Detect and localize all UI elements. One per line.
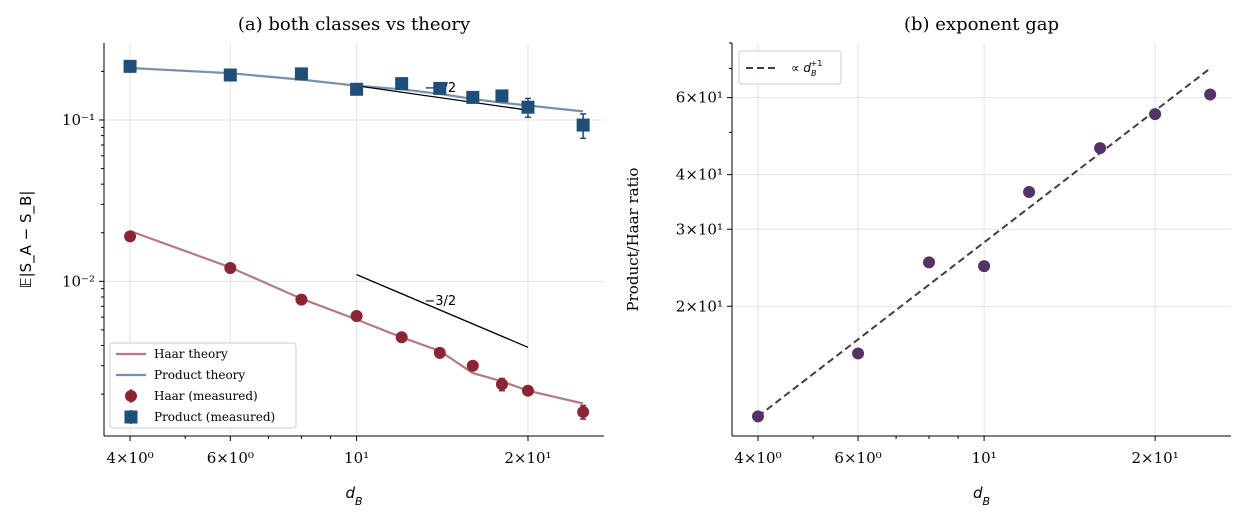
reference-slope-line [356, 274, 529, 348]
x-tick-label: 4×10⁰ [106, 449, 153, 467]
x-tick-label: 10¹ [344, 449, 369, 467]
legend-label: Product theory [154, 368, 245, 382]
x-tick-label: 2×10¹ [1132, 449, 1179, 467]
y-tick-label: 6×10¹ [676, 89, 723, 107]
fit-line-proportional [757, 67, 1211, 418]
data-point [495, 89, 509, 103]
data-point [495, 378, 508, 391]
reference-slope-line [356, 85, 529, 111]
x-axis-label: dB [973, 484, 990, 508]
data-point [576, 118, 590, 132]
data-point [1204, 88, 1217, 101]
series-line-product-theory [129, 66, 584, 113]
x-axis-label: dB [345, 484, 362, 508]
chart-title: (b) exponent gap [904, 14, 1059, 35]
x-tick-label: 6×10⁰ [207, 449, 254, 467]
y-tick-label: 3×10¹ [676, 220, 723, 238]
legend-label: Haar (measured) [154, 389, 258, 403]
legend-label: ∝ dB+1 [791, 59, 822, 78]
panel-a: 4×10⁰ 6×10⁰ 10¹ 2×10¹ 10⁻² 10⁻¹ (a) both class… [17, 14, 604, 508]
data-point [294, 67, 308, 81]
data-point [350, 309, 363, 322]
y-tick-label: 10⁻² [62, 272, 95, 290]
data-point [751, 410, 764, 423]
x-tick-label: 6×10⁰ [834, 449, 881, 467]
data-point [521, 384, 534, 397]
data-point [350, 82, 364, 96]
data-point [521, 100, 535, 114]
legend-label: Haar theory [154, 347, 228, 361]
data-point [295, 293, 308, 306]
data-point [978, 260, 991, 273]
data-point [395, 77, 409, 91]
y-tick-label: 2×10¹ [676, 297, 723, 315]
legend: ∝ dB+1 [738, 50, 842, 85]
data-point [224, 261, 237, 274]
reference-slope-label: −3/2 [424, 294, 456, 309]
data-point [223, 68, 237, 82]
series-line-haar-theory [129, 229, 584, 405]
data-point [923, 256, 936, 269]
panel-b: 4×10⁰ 6×10⁰ 10¹ 2×10¹ 2×10¹ 3×10¹ 4×10¹ 6×10¹ (b… [624, 14, 1231, 508]
data-point [123, 59, 137, 73]
data-point [1023, 186, 1036, 199]
data-point [1094, 142, 1107, 155]
y-axis-label: 𝔼|S_A − S_B| [17, 191, 36, 289]
legend-marker-swatch [125, 390, 137, 402]
x-tick-label: 2×10¹ [504, 449, 551, 467]
data-point [124, 230, 137, 243]
legend-label: Product (measured) [154, 410, 275, 424]
y-tick-label: 4×10¹ [676, 166, 723, 184]
data-point [1149, 108, 1162, 121]
chart-title: (a) both classes vs theory [238, 14, 471, 35]
data-point [852, 347, 865, 360]
legend-marker-swatch [124, 410, 138, 424]
y-tick-label: 10⁻¹ [62, 111, 95, 129]
data-point [466, 359, 479, 372]
legend-box [109, 342, 297, 429]
x-tick-label: 4×10⁰ [734, 449, 781, 467]
legend: Haar theory Product theory Haar (measured)… [109, 342, 297, 429]
data-point [577, 405, 590, 418]
data-point [433, 346, 446, 359]
data-point [433, 81, 447, 95]
x-tick-label: 10¹ [972, 449, 997, 467]
data-point [395, 331, 408, 344]
data-point [466, 90, 480, 104]
y-axis-label: Product/Haar ratio [624, 168, 642, 312]
legend-box [738, 50, 842, 85]
